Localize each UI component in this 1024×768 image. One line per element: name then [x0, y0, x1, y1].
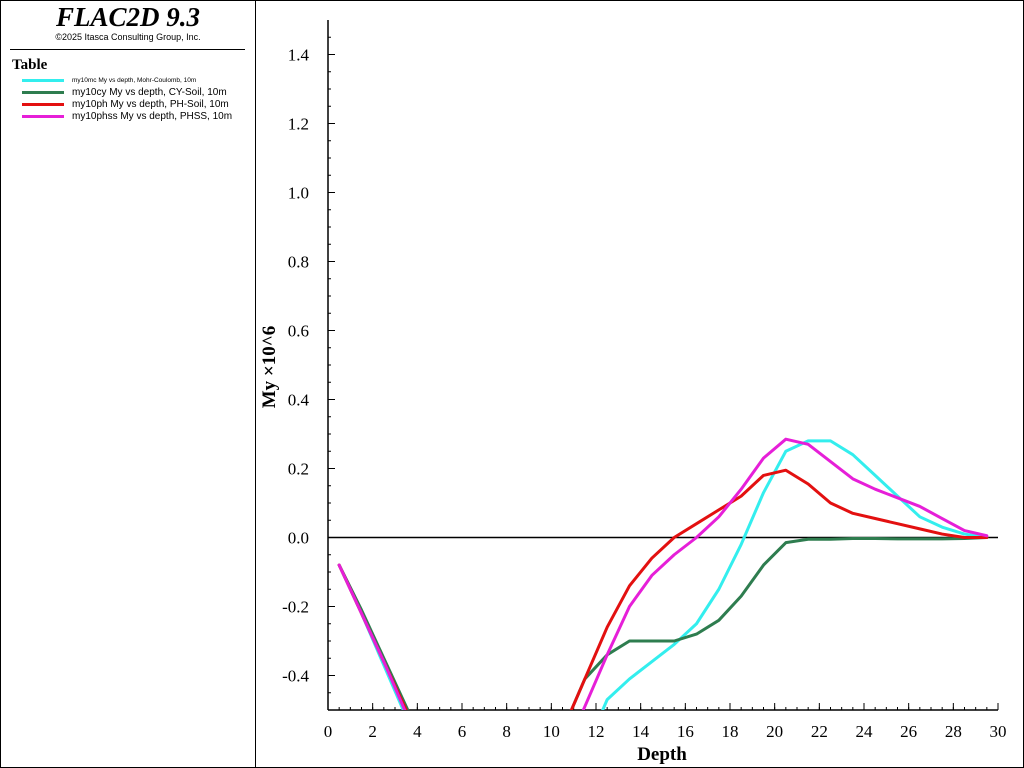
- y-tick-label: 0.2: [288, 460, 309, 479]
- x-tick-label: 8: [502, 722, 511, 741]
- legend-swatch: [22, 114, 64, 118]
- x-tick-label: 2: [368, 722, 377, 741]
- app-title: FLAC2D 9.3: [55, 2, 201, 32]
- legend-panel: FLAC2D 9.3 ©2025 Itasca Consulting Group…: [0, 0, 256, 767]
- x-tick-label: 26: [900, 722, 917, 741]
- series-line-3: [337, 563, 407, 710]
- series-line-1: [569, 536, 989, 710]
- copyright-text: ©2025 Itasca Consulting Group, Inc.: [55, 32, 201, 42]
- series-line-3: [581, 437, 989, 710]
- y-axis-label: My ×10^6: [259, 326, 280, 409]
- legend-item-my10ph: my10ph My vs depth, PH-Soil, 10m: [22, 98, 254, 110]
- series-line-0: [601, 439, 989, 710]
- x-tick-label: 14: [632, 722, 650, 741]
- legend-swatch: [22, 102, 64, 106]
- x-tick-label: 10: [543, 722, 560, 741]
- x-tick-label: 12: [588, 722, 605, 741]
- x-tick-label: 22: [811, 722, 828, 741]
- y-tick-label: 1.0: [288, 184, 309, 203]
- legend: my10mc My vs depth, Mohr-Coulomb, 10m my…: [22, 74, 254, 122]
- divider: [10, 49, 245, 50]
- legend-label: my10ph My vs depth, PH-Soil, 10m: [72, 98, 229, 110]
- legend-item-my10mc: my10mc My vs depth, Mohr-Coulomb, 10m: [22, 74, 254, 86]
- y-tick-label: 0.4: [288, 391, 310, 410]
- plot-area: -0.4-0.20.00.20.40.60.81.01.21.40 2 4 6 8 10 1…: [259, 20, 1007, 765]
- y-tick-label: 1.2: [288, 115, 309, 134]
- x-tick-label: 18: [722, 722, 739, 741]
- legend-label: my10phss My vs depth, PHSS, 10m: [72, 110, 233, 122]
- y-tick-label: -0.2: [282, 598, 309, 617]
- series-line-2: [569, 468, 989, 710]
- legend-label: my10cy My vs depth, CY-Soil, 10m: [72, 86, 227, 98]
- y-tick-label: 0.8: [288, 253, 309, 272]
- legend-heading: Table: [12, 57, 48, 73]
- legend-item-my10cy: my10cy My vs depth, CY-Soil, 10m: [22, 86, 254, 98]
- legend-swatch: [22, 78, 64, 82]
- x-tick-label: 6: [458, 722, 467, 741]
- x-tick-label: 24: [856, 722, 874, 741]
- y-tick-label: -0.4: [282, 667, 309, 686]
- legend-item-my10phss: my10phss My vs depth, PHSS, 10m: [22, 110, 254, 122]
- x-tick-label: 4: [413, 722, 422, 741]
- y-tick-label: 0.0: [288, 529, 309, 548]
- legend-label: my10mc My vs depth, Mohr-Coulomb, 10m: [72, 76, 197, 84]
- x-tick-label: 0: [324, 722, 333, 741]
- legend-swatch: [22, 90, 64, 94]
- x-tick-label: 28: [945, 722, 962, 741]
- x-axis-label: Depth: [637, 744, 687, 765]
- y-tick-label: 1.4: [288, 46, 310, 65]
- x-tick-label: 20: [766, 722, 783, 741]
- y-tick-label: 0.6: [288, 322, 309, 341]
- x-tick-label: 16: [677, 722, 694, 741]
- x-tick-label: 30: [990, 722, 1007, 741]
